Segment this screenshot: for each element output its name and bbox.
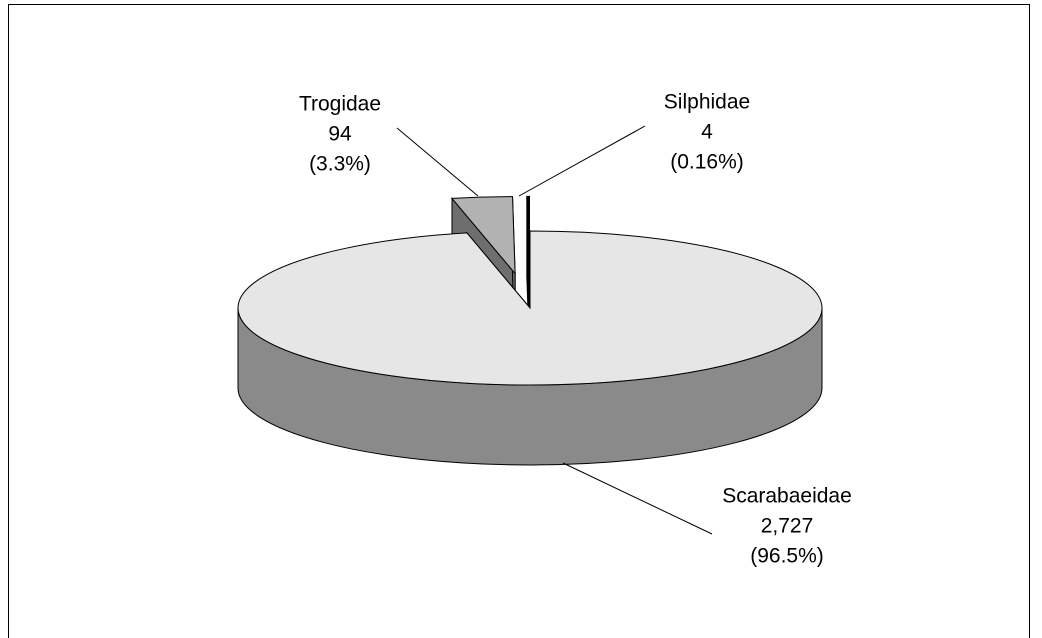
- slice-label-percent: (3.3%): [309, 153, 371, 176]
- slice-label-percent: (96.5%): [750, 545, 824, 568]
- slice-label-name: Trogidae: [299, 93, 381, 116]
- slice-label-name: Scarabaeidae: [722, 485, 852, 508]
- slice-label-percent: (0.16%): [670, 151, 744, 174]
- slice-label-name: Silphidae: [664, 91, 750, 114]
- pie: [237, 195, 823, 466]
- leader-line: [562, 462, 713, 535]
- leader-line: [518, 125, 646, 197]
- leader-line: [396, 127, 479, 197]
- slice-label-value: 2,727: [761, 515, 814, 538]
- labels: Scarabaeidae 2,727 (96.5%) Trogidae 94 (3.3%)…: [299, 91, 852, 568]
- slice-top: [450, 196, 516, 276]
- slice-label-value: 94: [328, 123, 352, 146]
- slice-top: [237, 230, 823, 386]
- slice-label-value: 4: [701, 121, 713, 144]
- slice-top: [526, 195, 530, 274]
